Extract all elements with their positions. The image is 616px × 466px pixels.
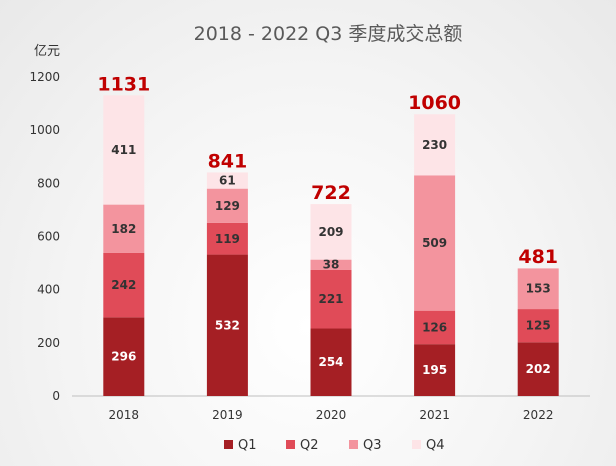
legend-label: Q2 [300, 438, 319, 453]
bar-segment-q3 [414, 175, 456, 311]
data-label: 61 [219, 174, 236, 188]
data-label: 532 [215, 318, 240, 332]
bar-segment-q1 [414, 344, 456, 396]
y-axis-unit-label: 亿元 [34, 44, 60, 59]
total-label: 1060 [408, 92, 461, 114]
legend-swatch-q3 [349, 440, 358, 449]
total-label: 722 [311, 182, 351, 204]
data-label: 38 [323, 258, 340, 272]
y-tick-label: 0 [52, 389, 60, 403]
bar-segment-q4 [414, 114, 456, 176]
y-tick-label: 600 [37, 230, 60, 244]
legend-swatch-q1 [224, 440, 233, 449]
bar-segment-q2 [103, 252, 145, 318]
bar-segment-q2 [310, 269, 352, 329]
bar-segment-q3 [206, 188, 248, 223]
data-label: 195 [422, 363, 447, 377]
y-tick-label: 800 [37, 176, 60, 190]
total-label: 1131 [97, 73, 150, 95]
x-tick-label: 2022 [523, 408, 554, 422]
legend: Q1 Q2 Q3 Q4 [224, 438, 445, 453]
bar-segment-q4 [103, 95, 145, 205]
data-label: 182 [111, 222, 136, 236]
data-label: 209 [318, 225, 343, 239]
bar-segment-q2 [206, 222, 248, 255]
bar-segment-q2 [414, 310, 456, 345]
total-label: 481 [518, 246, 558, 268]
bar-segment-q1 [517, 342, 559, 396]
y-tick-label: 400 [37, 283, 60, 297]
legend-swatch-q2 [286, 440, 295, 449]
bar-segment-q3 [310, 259, 352, 270]
data-label: 254 [318, 355, 343, 369]
legend-label: Q4 [426, 438, 445, 453]
legend-swatch-q4 [412, 440, 421, 449]
bar-segment-q1 [103, 317, 145, 396]
legend-label: Q1 [238, 438, 257, 453]
data-label: 126 [422, 320, 447, 334]
y-tick-label: 1200 [29, 70, 60, 84]
bar-segment-q2 [517, 309, 559, 343]
bar-segment-q3 [517, 268, 559, 310]
legend-label: Q3 [363, 438, 382, 453]
bar-segment-q1 [310, 328, 352, 396]
total-label: 841 [208, 150, 248, 172]
y-tick-label: 1000 [29, 123, 60, 137]
data-label: 125 [526, 319, 551, 333]
x-tick-label: 2019 [212, 408, 243, 422]
data-label: 242 [111, 278, 136, 292]
data-label: 509 [422, 236, 447, 250]
data-label: 221 [318, 292, 343, 306]
y-axis: 0 200 400 600 800 1000 1200 [29, 70, 60, 403]
x-tick-label: 2021 [419, 408, 450, 422]
data-label: 230 [422, 138, 447, 152]
bar-segment-q4 [206, 172, 248, 189]
data-label: 411 [111, 143, 136, 157]
bar-segment-q3 [103, 204, 145, 253]
bar-segment-q1 [206, 254, 248, 396]
y-tick-label: 200 [37, 336, 60, 350]
bar-segment-q4 [310, 204, 352, 260]
data-label: 119 [215, 232, 240, 246]
data-label: 153 [526, 282, 551, 296]
data-label: 202 [526, 362, 551, 376]
data-label: 129 [215, 199, 240, 213]
x-tick-label: 2018 [109, 408, 140, 422]
data-label: 296 [111, 350, 136, 364]
x-tick-label: 2020 [316, 408, 347, 422]
bars: 296 242 182 411 1131 532 119 129 61 841 254 221 38 20… [97, 73, 559, 396]
x-axis: 2018 2019 2020 2021 2022 [109, 408, 554, 422]
chart-title: 2018 - 2022 Q3 季度成交总额 [194, 23, 463, 45]
